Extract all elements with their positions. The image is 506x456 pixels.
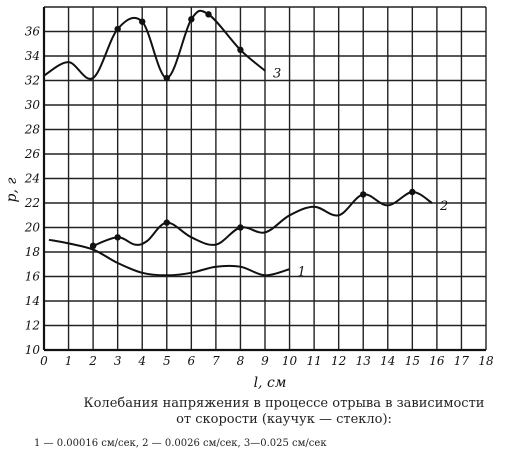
x-tick-label: 11 [306, 354, 321, 368]
series-2-point [89, 242, 97, 250]
x-tick-label: 6 [188, 354, 196, 368]
series-2-label: 2 [439, 199, 448, 214]
x-tick-label: 14 [380, 354, 395, 368]
series-1-line [48, 238, 290, 277]
series-3-point [188, 16, 195, 23]
series-3-point [114, 25, 121, 33]
x-tick-label: 17 [454, 354, 470, 368]
y-tick-label: 12 [25, 319, 40, 333]
x-tick-label: 15 [405, 354, 420, 368]
x-tick-label: 9 [261, 354, 269, 368]
series-2-point [237, 224, 244, 231]
series-1: 1 [48, 238, 306, 280]
axes [42, 7, 486, 352]
x-tick-label: 2 [88, 354, 97, 368]
y-tick-label: 14 [25, 294, 40, 308]
y-tick-label: 20 [24, 221, 41, 235]
x-tick-label: 16 [429, 354, 445, 368]
y-tick-label: 30 [25, 98, 41, 112]
x-tick-label: 8 [237, 354, 245, 368]
series: 1 2 3 [43, 9, 448, 280]
y-tick-label: 26 [24, 147, 41, 161]
x-tick-label: 4 [137, 354, 146, 368]
chart: 0 1 2 3 4 5 6 7 8 9 10 11 12 13 14 15 16 17 18101214161820… [4, 6, 494, 390]
x-tick-label: 3 [114, 354, 122, 368]
series-3-point [139, 18, 146, 25]
series-3-label: 3 [273, 67, 281, 82]
x-tick-label: 0 [40, 354, 48, 368]
figure-caption: Колебания напряжения в процессе отрыва в… [83, 396, 485, 427]
tick-labels: 0 1 2 3 4 5 6 7 8 9 10 11 12 13 14 15 16 17 18101214161820… [24, 25, 494, 369]
y-tick-label: 32 [25, 74, 40, 88]
series-2-point [409, 188, 416, 196]
series-3-point [237, 46, 244, 54]
series-3-line [43, 9, 266, 80]
y-axis-label: p, г [4, 178, 20, 203]
y-tick-label: 16 [25, 270, 41, 284]
x-tick-label: 5 [163, 354, 171, 368]
y-tick-label: 10 [25, 343, 41, 357]
x-tick-label: 18 [478, 354, 494, 368]
series-2-point [163, 219, 170, 226]
y-tick-label: 36 [25, 25, 41, 39]
series-2: 2 [89, 188, 448, 250]
figure-caption-legend: 1 — 0.00016 см/сек, 2 — 0.0026 см/сек, 3… [34, 438, 327, 449]
y-tick-label: 34 [25, 49, 40, 63]
x-tick-label: 12 [331, 354, 346, 368]
grid [44, 6, 487, 350]
x-tick-label: 1 [65, 354, 73, 368]
series-1-label: 1 [298, 265, 306, 280]
series-3: 3 [43, 9, 281, 82]
series-2-line [92, 191, 433, 247]
x-tick-label: 10 [282, 354, 298, 368]
series-2-point [114, 234, 121, 241]
series-3-point [205, 11, 212, 18]
y-tick-label: 28 [24, 123, 41, 137]
series-2-point [360, 191, 367, 198]
y-tick-label: 24 [24, 172, 40, 186]
x-tick-label: 13 [356, 354, 372, 368]
x-tick-label: 7 [212, 354, 220, 368]
y-tick-label: 18 [25, 245, 41, 259]
x-axis-label: l, см [254, 375, 287, 390]
y-tick-label: 22 [24, 196, 40, 210]
series-3-point [163, 74, 170, 82]
